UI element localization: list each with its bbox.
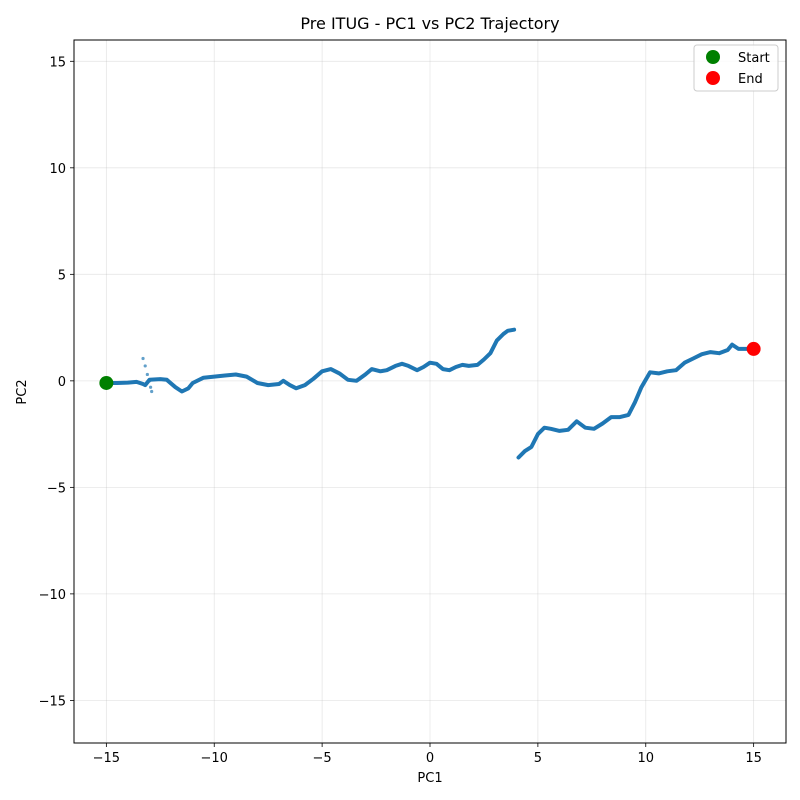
x-tick-label: 15 — [745, 751, 762, 766]
chart-title: Pre ITUG - PC1 vs PC2 Trajectory — [300, 14, 559, 33]
y-tick-label: −5 — [47, 481, 66, 496]
x-tick-label: −5 — [313, 751, 332, 766]
legend-marker-end — [706, 71, 720, 85]
trajectory-point — [141, 356, 145, 361]
y-tick-label: 15 — [49, 55, 66, 70]
trajectory-point — [143, 364, 147, 368]
y-tick-label: 5 — [58, 268, 66, 283]
y-axis-label: PC2 — [15, 379, 30, 404]
x-tick-label: −10 — [201, 751, 228, 766]
legend-marker-start — [706, 50, 720, 64]
x-axis-label: PC1 — [417, 771, 442, 786]
x-tick-label: 5 — [534, 751, 542, 766]
marker-end — [746, 341, 761, 356]
y-tick-label: 0 — [58, 375, 66, 390]
trajectory-path — [104, 327, 517, 394]
plot-area — [99, 327, 761, 460]
y-tick-label: −10 — [39, 588, 66, 603]
trajectory-point — [150, 389, 154, 394]
axis-ticks: −15 −10 −5 0 5 10 15 −15 −10 −5 0 5 10 15 — [39, 55, 762, 766]
trajectory-path — [516, 342, 756, 460]
x-tick-label: 10 — [637, 751, 654, 766]
marker-start — [99, 375, 114, 390]
trajectory-point — [145, 372, 149, 377]
trajectory-point — [148, 385, 153, 389]
y-tick-label: 10 — [49, 162, 66, 177]
legend: Start End — [693, 44, 779, 92]
legend-label-end: End — [738, 72, 763, 87]
legend-label-start: Start — [738, 51, 770, 66]
trajectory-point — [147, 379, 152, 383]
x-tick-label: 0 — [426, 751, 434, 766]
y-tick-label: −15 — [39, 694, 66, 709]
x-tick-label: −15 — [93, 751, 120, 766]
